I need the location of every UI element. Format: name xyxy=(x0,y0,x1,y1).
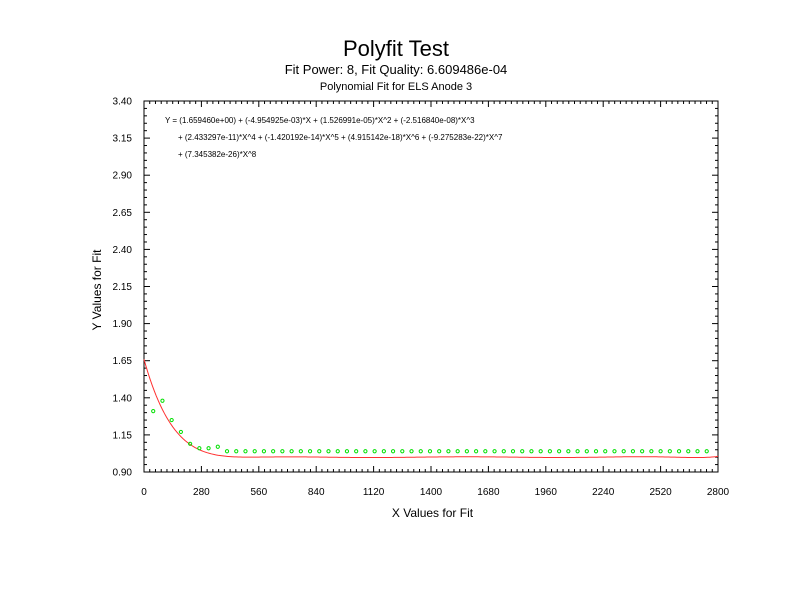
fit-equation-line-1: Y = (1.659460e+00) + (-4.954925e-03)*X +… xyxy=(165,116,475,125)
data-point xyxy=(474,449,479,454)
data-point xyxy=(289,449,294,454)
y-tick-label: 3.40 xyxy=(113,97,133,108)
data-point xyxy=(483,449,488,454)
data-point xyxy=(261,449,267,454)
fit-equation-line-2: + (2.433297e-11)*X^4 + (-1.420192e-14)*X… xyxy=(178,133,503,142)
data-point xyxy=(529,449,534,454)
data-point xyxy=(307,449,313,454)
x-tick-label: 2800 xyxy=(707,487,730,498)
data-point xyxy=(206,446,211,451)
data-point xyxy=(400,449,405,454)
data-point xyxy=(418,449,423,454)
data-point xyxy=(455,449,460,454)
data-point xyxy=(566,449,571,454)
data-point xyxy=(686,449,691,454)
x-tick-label: 280 xyxy=(193,487,210,498)
data-point xyxy=(676,449,682,454)
data-point xyxy=(409,449,414,454)
data-point xyxy=(215,444,220,449)
data-point xyxy=(584,449,589,454)
y-tick-label: 1.40 xyxy=(113,393,133,404)
x-tick-label: 2240 xyxy=(592,487,615,498)
y-tick-label: 3.15 xyxy=(113,134,133,145)
y-tick-label: 2.15 xyxy=(113,282,133,293)
data-point xyxy=(612,449,617,454)
data-point xyxy=(197,446,202,451)
data-point xyxy=(335,449,340,454)
data-point xyxy=(704,449,709,454)
data-point xyxy=(557,449,562,454)
fit-curve xyxy=(143,359,719,459)
y-tick-label: 1.90 xyxy=(113,319,133,330)
data-point xyxy=(298,449,303,454)
data-point xyxy=(243,449,248,454)
data-point xyxy=(372,449,377,454)
data-point xyxy=(390,449,396,454)
data-point xyxy=(501,449,506,454)
x-tick-label: 1960 xyxy=(535,487,558,498)
chart-subtitle-2: Polynomial Fit for ELS Anode 3 xyxy=(319,81,473,93)
x-tick-label: 560 xyxy=(250,487,267,498)
data-point xyxy=(520,449,525,454)
data-point xyxy=(188,441,193,446)
data-point xyxy=(344,449,350,454)
y-tick-label: 2.40 xyxy=(113,245,133,256)
data-point xyxy=(280,449,285,454)
data-point xyxy=(649,449,654,454)
data-point xyxy=(437,449,442,454)
y-tick-label: 0.90 xyxy=(113,468,133,479)
data-point xyxy=(381,449,386,454)
x-tick-label: 1400 xyxy=(420,487,443,498)
x-tick-label: 2520 xyxy=(649,487,672,498)
data-point xyxy=(695,449,700,454)
chart-title: Polyfit Test xyxy=(343,36,449,61)
y-tick-label: 1.15 xyxy=(113,430,133,441)
data-point xyxy=(317,449,322,454)
x-tick-label: 1120 xyxy=(363,487,385,498)
y-tick-label: 2.90 xyxy=(113,171,133,182)
x-tick-label: 840 xyxy=(308,487,325,498)
data-point xyxy=(160,398,165,403)
data-point xyxy=(271,449,276,454)
x-tick-label: 0 xyxy=(141,487,147,498)
data-point xyxy=(446,449,451,454)
data-point xyxy=(640,449,645,454)
y-tick-label: 1.65 xyxy=(113,356,133,367)
y-axis-label: Y Values for Fit xyxy=(90,249,104,331)
data-point xyxy=(621,449,626,454)
data-point xyxy=(363,449,368,454)
data-point xyxy=(464,449,469,454)
data-point xyxy=(151,409,156,414)
data-point xyxy=(630,449,636,454)
x-tick-label: 1680 xyxy=(477,487,500,498)
data-point xyxy=(252,449,257,454)
data-point xyxy=(510,449,516,454)
data-point xyxy=(354,449,359,454)
data-point xyxy=(224,449,230,454)
data-point xyxy=(575,449,580,454)
data-point xyxy=(178,429,183,435)
data-point xyxy=(427,449,433,454)
data-point xyxy=(603,449,608,454)
data-point xyxy=(234,449,239,454)
data-point xyxy=(658,449,663,454)
data-point xyxy=(547,449,553,454)
data-point xyxy=(326,449,331,454)
x-axis-label: X Values for Fit xyxy=(391,506,474,520)
data-point xyxy=(492,449,497,454)
fit-equation-line-3: + (7.345382e-26)*X^8 xyxy=(178,150,257,159)
data-point xyxy=(538,449,543,454)
data-point xyxy=(667,449,672,454)
data-point xyxy=(169,417,174,423)
data-point xyxy=(593,449,599,454)
chart-subtitle: Fit Power: 8, Fit Quality: 6.609486e-04 xyxy=(284,62,508,77)
y-tick-label: 2.65 xyxy=(113,208,133,219)
